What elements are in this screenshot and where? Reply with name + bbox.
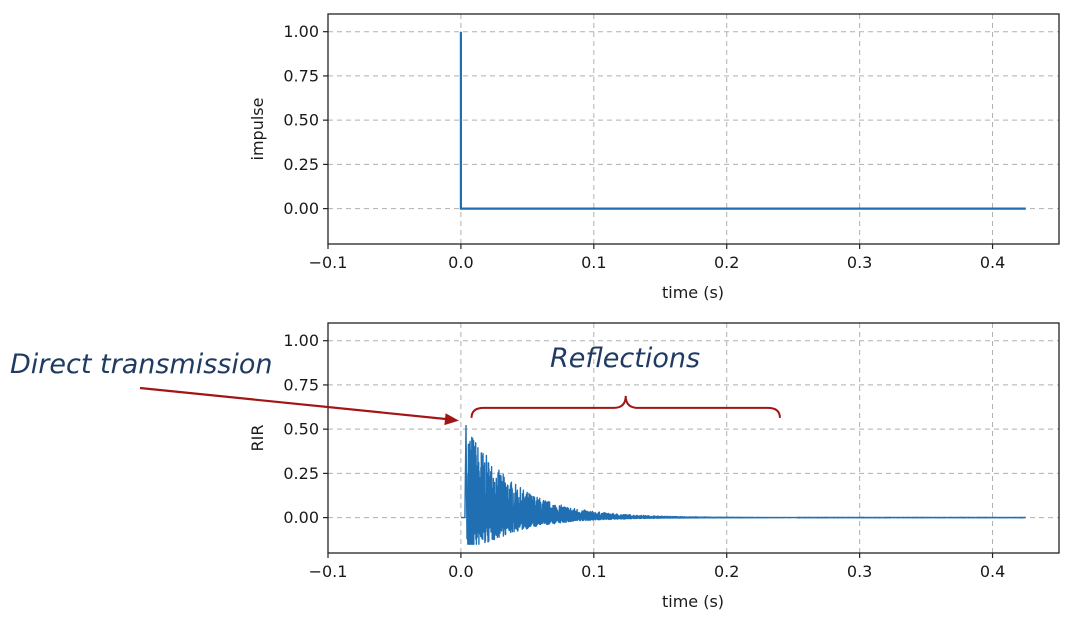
impulse-xtick-label: 0.3 <box>847 253 872 272</box>
arrow-head-icon <box>444 413 459 426</box>
rir-ylabel: RIR <box>248 425 267 452</box>
rir-line <box>460 424 1027 545</box>
direct-transmission-arrow <box>139 386 448 421</box>
rir-subplot: −0.1 0.0 0.1 0.2 0.3 0.40.000.250.500.751.00 … <box>248 322 1060 611</box>
annotations: Direct transmission Reflections <box>10 343 781 426</box>
impulse-line <box>459 31 1026 210</box>
rir-ytick-label: 0.50 <box>283 420 319 439</box>
rir-xlabel: time (s) <box>662 592 724 611</box>
impulse-xlabel: time (s) <box>662 283 724 302</box>
impulse-xtick-label: 0.2 <box>714 253 739 272</box>
impulse-ytick-label: 1.00 <box>283 22 319 41</box>
rir-ytick-label: 0.25 <box>283 464 319 483</box>
impulse-xtick-label: 0.1 <box>581 253 606 272</box>
rir-xtick-label: 0.1 <box>581 562 606 581</box>
impulse-ytick-label: 0.50 <box>283 111 319 130</box>
impulse-ticks: −0.1 0.0 0.1 0.2 0.3 0.4 0.00 0.25 0.50 0.75 1.00 <box>283 22 1005 272</box>
rir-series <box>460 424 1027 545</box>
impulse-ytick-label: 0.00 <box>283 199 319 218</box>
reflections-annotation: Reflections <box>550 343 700 374</box>
rir-xtick-label: 0.4 <box>980 562 1005 581</box>
rir-ytick-label: 0.75 <box>283 375 319 394</box>
impulse-series <box>459 31 1026 210</box>
rir-ytick-label: 0.00 <box>283 508 319 527</box>
direct-transmission-annotation: Direct transmission <box>10 349 273 380</box>
rir-xtick-label: −0.1 <box>309 562 348 581</box>
rir-xtick-label: 0.2 <box>714 562 739 581</box>
impulse-axes-frame <box>327 13 1060 245</box>
impulse-ytick-label: 0.25 <box>283 155 319 174</box>
impulse-ylabel: impulse <box>248 98 267 161</box>
impulse-xtick-label: 0.0 <box>448 253 473 272</box>
rir-axes-frame <box>327 322 1060 554</box>
impulse-xtick-label: −0.1 <box>309 253 348 272</box>
rir-ytick-label: 1.00 <box>283 331 319 350</box>
impulse-ytick-label: 0.75 <box>283 66 319 85</box>
reflections-brace <box>470 395 781 418</box>
rir-ticks: −0.1 0.0 0.1 0.2 0.3 0.4 0.00 0.25 0.50 0.75 1.00 <box>283 331 1005 581</box>
rir-xtick-label: 0.0 <box>448 562 473 581</box>
rir-gridlines <box>327 323 1059 553</box>
rir-xtick-label: 0.3 <box>847 562 872 581</box>
impulse-subplot: −0.1 0.0 0.1 0.2 0.3 0.40.000.250.500.751.00 … <box>248 13 1060 302</box>
impulse-xtick-label: 0.4 <box>980 253 1005 272</box>
